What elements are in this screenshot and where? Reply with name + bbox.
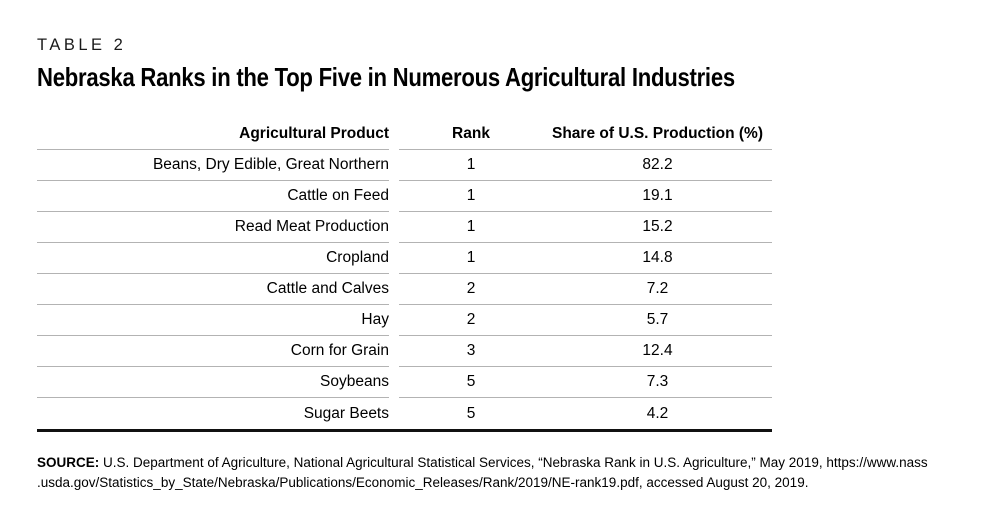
table-row: Read Meat Production 1 15.2 xyxy=(37,212,772,244)
source-text-1: U.S. Department of Agriculture, National… xyxy=(103,455,928,471)
share-cell: 4.2 xyxy=(646,404,669,422)
rank-cell: 2 xyxy=(466,280,476,298)
table-row: Hay 2 5.7 xyxy=(37,305,772,337)
product-cell: Cattle on Feed xyxy=(37,181,389,213)
page-title: Nebraska Ranks in the Top Five in Numero… xyxy=(37,62,735,93)
share-cell: 14.8 xyxy=(642,249,673,267)
share-cell: 7.2 xyxy=(646,280,669,298)
header-cell-group: Rank Share of U.S. Production (%) xyxy=(399,119,772,151)
product-cell: Hay xyxy=(37,305,389,337)
source-note: SOURCE: U.S. Department of Agriculture, … xyxy=(37,453,1000,493)
column-header-rank: Rank xyxy=(452,125,490,143)
table-header-row: Agricultural Product Rank Share of U.S. … xyxy=(37,119,772,151)
row-cell-group: 1 15.2 xyxy=(399,212,772,244)
rank-cell: 5 xyxy=(466,404,476,422)
agricultural-rank-table: Agricultural Product Rank Share of U.S. … xyxy=(37,119,772,433)
rank-cell: 3 xyxy=(466,342,476,360)
row-cell-group: 1 82.2 xyxy=(399,150,772,182)
product-cell: Sugar Beets xyxy=(303,404,389,422)
row-cell-group: 5 7.3 xyxy=(399,367,772,399)
product-cell: Beans, Dry Edible, Great Northern xyxy=(37,150,389,182)
row-cell-group: 5 4.2 xyxy=(399,398,772,429)
share-cell: 7.3 xyxy=(646,373,669,391)
column-header-share: Share of U.S. Production (%) xyxy=(552,125,763,143)
table-row: Corn for Grain 3 12.4 xyxy=(37,336,772,368)
table-row: Cattle and Calves 2 7.2 xyxy=(37,274,772,306)
share-cell: 82.2 xyxy=(642,156,673,174)
table-row: Soybeans 5 7.3 xyxy=(37,367,772,399)
share-cell: 12.4 xyxy=(642,342,673,360)
source-label: SOURCE: xyxy=(37,455,100,471)
table-row: Cattle on Feed 1 19.1 xyxy=(37,181,772,213)
share-cell: 19.1 xyxy=(642,187,673,205)
row-cell-group: 3 12.4 xyxy=(399,336,772,368)
table-row: Beans, Dry Edible, Great Northern 1 82.2 xyxy=(37,150,772,182)
row-cell-group: 2 5.7 xyxy=(399,305,772,337)
rank-cell: 1 xyxy=(466,156,476,174)
table-bottom-rule xyxy=(37,429,772,433)
rank-cell: 1 xyxy=(466,249,476,267)
rank-cell: 1 xyxy=(466,187,476,205)
product-cell: Corn for Grain xyxy=(37,336,389,368)
share-cell: 5.7 xyxy=(646,311,669,329)
column-header-product: Agricultural Product xyxy=(37,119,389,151)
product-cell: Cropland xyxy=(37,243,389,275)
document-page: TABLE 2 Nebraska Ranks in the Top Five i… xyxy=(37,36,1000,493)
table-row: Sugar Beets 5 4.2 xyxy=(37,398,772,429)
source-line-2: .usda.gov/Statistics_by_State/Nebraska/P… xyxy=(37,475,809,491)
row-cell-group: 1 19.1 xyxy=(399,181,772,213)
rank-cell: 1 xyxy=(466,218,476,236)
rank-cell: 2 xyxy=(466,311,476,329)
product-cell: Cattle and Calves xyxy=(37,274,389,306)
table-row: Cropland 1 14.8 xyxy=(37,243,772,275)
table-label: TABLE 2 xyxy=(37,36,127,54)
row-cell-group: 2 7.2 xyxy=(399,274,772,306)
product-cell: Read Meat Production xyxy=(37,212,389,244)
source-line-1: SOURCE: U.S. Department of Agriculture, … xyxy=(37,453,1000,473)
product-cell: Soybeans xyxy=(37,367,389,399)
share-cell: 15.2 xyxy=(642,218,673,236)
rank-cell: 5 xyxy=(466,373,476,391)
row-cell-group: 1 14.8 xyxy=(399,243,772,275)
